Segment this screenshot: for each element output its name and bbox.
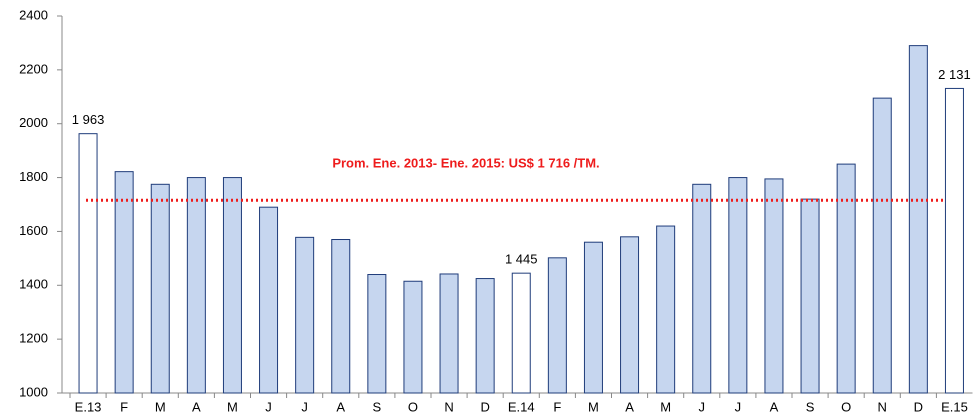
bar — [800, 198, 820, 394]
bar — [331, 239, 351, 394]
x-tick-label: J — [735, 399, 742, 414]
bar — [728, 177, 748, 394]
x-tick-label: J — [265, 399, 272, 414]
bar — [836, 163, 856, 394]
x-tick-label: M — [155, 399, 166, 414]
x-tick-label: J — [699, 399, 706, 414]
bar — [944, 87, 964, 394]
x-tick-label: M — [660, 399, 671, 414]
bar — [475, 278, 495, 394]
data-label: 1 963 — [72, 112, 105, 127]
average-label: Prom. Ene. 2013- Ene. 2015: US$ 1 716 /T… — [332, 156, 599, 171]
bar — [547, 257, 567, 394]
bar — [692, 183, 712, 394]
y-tick-label: 1600 — [19, 223, 48, 238]
x-tick-label: M — [588, 399, 599, 414]
x-tick-label: O — [408, 399, 418, 414]
bar — [511, 272, 531, 394]
x-tick-label: F — [120, 399, 128, 414]
x-tick-label: A — [770, 399, 779, 414]
bar — [150, 183, 170, 394]
bar — [764, 178, 784, 394]
y-tick-label: 1200 — [19, 331, 48, 346]
y-tick-label: 2200 — [19, 61, 48, 76]
bar — [114, 171, 134, 394]
bar — [295, 236, 315, 394]
bar — [908, 45, 928, 394]
x-tick-label: E.15 — [941, 399, 968, 414]
x-tick-label: F — [553, 399, 561, 414]
x-tick-label: S — [373, 399, 382, 414]
x-tick-label: A — [625, 399, 634, 414]
y-tick-label: 2400 — [19, 7, 48, 22]
bar — [403, 280, 423, 394]
x-tick-label: O — [841, 399, 851, 414]
bar — [78, 133, 98, 394]
bar — [367, 274, 387, 394]
bar — [259, 206, 279, 394]
x-tick-label: D — [480, 399, 489, 414]
data-label: 2 131 — [938, 67, 971, 82]
x-tick-label: M — [227, 399, 238, 414]
x-tick-label: A — [192, 399, 201, 414]
y-tick-label: 2000 — [19, 115, 48, 130]
bar — [656, 225, 676, 394]
y-tick-label: 1400 — [19, 277, 48, 292]
data-label: 1 445 — [505, 252, 538, 267]
y-tick-label: 1000 — [19, 384, 48, 399]
x-tick-label: E.13 — [75, 399, 102, 414]
bar — [186, 177, 206, 394]
x-tick-label: E.14 — [508, 399, 535, 414]
bar — [222, 177, 242, 394]
x-tick-label: N — [878, 399, 887, 414]
bar — [872, 97, 892, 394]
bar — [439, 273, 459, 394]
bar — [620, 236, 640, 394]
x-tick-label: J — [301, 399, 308, 414]
y-tick-label: 1800 — [19, 169, 48, 184]
x-tick-label: N — [444, 399, 453, 414]
x-tick-label: S — [806, 399, 815, 414]
x-tick-label: A — [336, 399, 345, 414]
bar — [583, 241, 603, 394]
x-tick-label: D — [914, 399, 923, 414]
